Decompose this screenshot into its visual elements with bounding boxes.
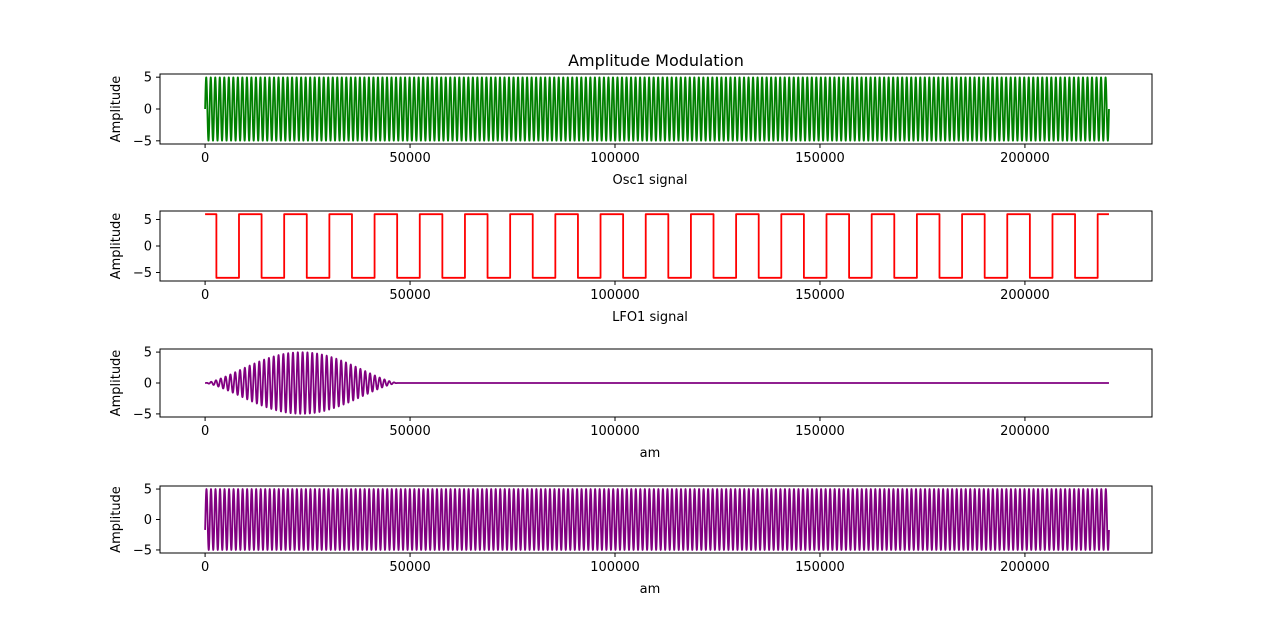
x-axis-label: Osc1 signal (612, 173, 687, 188)
subplot-osc1: 0 50000 100000 150000 200000 −5 0 5 Osc1 signal A… (109, 71, 1153, 188)
x-tick-label: 100000 (590, 424, 640, 439)
x-tick-label: 150000 (795, 151, 845, 166)
x-axis-label: am (640, 582, 661, 597)
x-tick-label: 100000 (590, 560, 640, 575)
y-axis-label: Amplitude (109, 213, 124, 280)
y-tick-label: 0 (144, 240, 152, 255)
x-tick-label: 200000 (1000, 424, 1050, 439)
x-tick-label: 150000 (795, 560, 845, 575)
series-line-lfo1 (205, 213, 1109, 279)
x-tick-label: 150000 (795, 424, 845, 439)
x-tick-label: 200000 (1000, 560, 1050, 575)
y-axis-label: Amplitude (109, 486, 124, 553)
x-tick-label: 50000 (389, 424, 430, 439)
y-tick-label: 0 (144, 513, 152, 528)
y-tick-label: 5 (144, 71, 152, 86)
y-tick-label: 0 (144, 103, 152, 118)
series-line-osc1 (204, 76, 1110, 142)
x-axis-label: am (640, 446, 661, 461)
y-tick-label: −5 (133, 407, 152, 422)
y-tick-label: 5 (144, 483, 152, 498)
y-tick-label: −5 (133, 134, 152, 149)
y-axis-label: Amplitude (109, 350, 124, 417)
x-tick-label: 200000 (1000, 288, 1050, 303)
subplot-am2: 0 50000 100000 150000 200000 −5 0 5 am Amplitude (109, 483, 1153, 597)
y-tick-label: −5 (133, 543, 152, 558)
x-tick-label: 100000 (590, 288, 640, 303)
y-tick-label: 5 (144, 213, 152, 228)
x-axis-label: LFO1 signal (612, 310, 688, 325)
x-tick-label: 100000 (590, 151, 640, 166)
x-tick-label: 200000 (1000, 151, 1050, 166)
y-tick-label: 5 (144, 346, 152, 361)
figure-title: Amplitude Modulation (568, 51, 744, 70)
x-tick-label: 0 (201, 424, 209, 439)
x-tick-label: 50000 (389, 151, 430, 166)
y-axis-label: Amplitude (109, 76, 124, 143)
series-line-am1 (204, 351, 1110, 415)
x-tick-label: 150000 (795, 288, 845, 303)
y-tick-label: 0 (144, 377, 152, 392)
x-tick-label: 0 (201, 560, 209, 575)
series-line-am2 (204, 488, 1110, 551)
x-tick-label: 50000 (389, 560, 430, 575)
subplot-lfo1: 0 50000 100000 150000 200000 −5 0 5 LFO1 signal A… (109, 210, 1153, 325)
subplot-am1: 0 50000 100000 150000 200000 −5 0 5 am Amplitude (109, 346, 1153, 461)
x-tick-label: 50000 (389, 288, 430, 303)
x-tick-label: 0 (201, 151, 209, 166)
x-tick-label: 0 (201, 288, 209, 303)
y-tick-label: −5 (133, 266, 152, 281)
